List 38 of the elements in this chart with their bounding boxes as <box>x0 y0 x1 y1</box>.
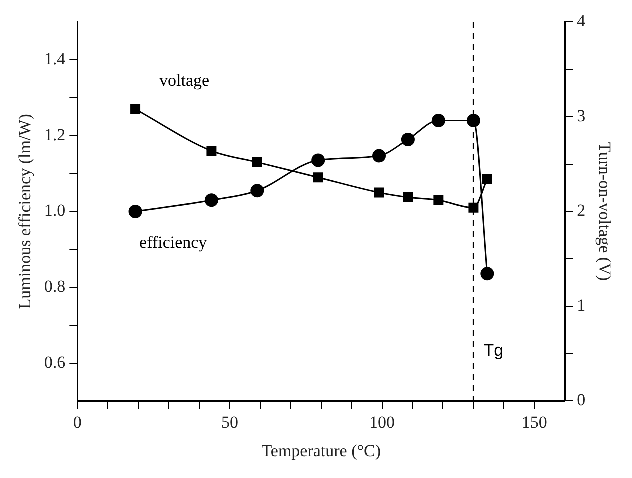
point <box>313 172 324 183</box>
point <box>250 184 264 198</box>
point <box>466 114 480 128</box>
x-tick-label: 100 <box>370 412 396 432</box>
y-tick-label: 0.6 <box>44 352 66 372</box>
y-tick-label: 1.4 <box>44 50 66 69</box>
x-tick-label: 0 <box>73 412 82 432</box>
point <box>482 174 492 184</box>
series-label: voltage <box>160 70 210 90</box>
y2-tick-label: 3 <box>577 106 586 126</box>
y2-tick-label: 0 <box>577 390 586 410</box>
point <box>480 267 494 281</box>
point <box>403 192 414 202</box>
x-axis-title: Temperature (°C) <box>262 441 382 460</box>
x-tick-label: 50 <box>221 412 238 432</box>
series-label: efficiency <box>140 233 208 252</box>
point <box>128 204 142 218</box>
y2-tick-label: 2 <box>577 201 586 220</box>
ref-line-label: Tg <box>484 340 504 360</box>
point <box>206 146 217 156</box>
y-tick-label: 0.8 <box>44 276 66 296</box>
point <box>432 114 446 128</box>
y-axis-title: Luminous efficiency (lm/W) <box>16 114 35 310</box>
y2-axis-title: Turn-on-voltage (V) <box>595 142 614 282</box>
point <box>312 154 326 168</box>
y-tick-label: 1.2 <box>44 125 66 144</box>
point <box>468 202 479 213</box>
x-tick-label: 150 <box>522 412 548 432</box>
point <box>204 194 218 208</box>
point <box>374 188 384 198</box>
y2-tick-label: 4 <box>577 12 586 31</box>
point <box>252 157 262 168</box>
y2-tick-label: 1 <box>577 296 586 315</box>
point <box>130 104 141 114</box>
point <box>401 132 415 146</box>
point <box>434 195 444 206</box>
point <box>372 149 386 163</box>
y-tick-label: 1.0 <box>44 201 66 220</box>
